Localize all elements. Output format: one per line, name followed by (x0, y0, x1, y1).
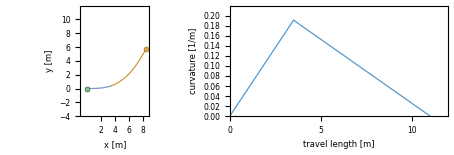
X-axis label: travel length [m]: travel length [m] (303, 140, 375, 149)
Y-axis label: y [m]: y [m] (45, 50, 54, 72)
X-axis label: x [m]: x [m] (104, 140, 126, 149)
Y-axis label: curvature [1/m]: curvature [1/m] (188, 28, 197, 94)
